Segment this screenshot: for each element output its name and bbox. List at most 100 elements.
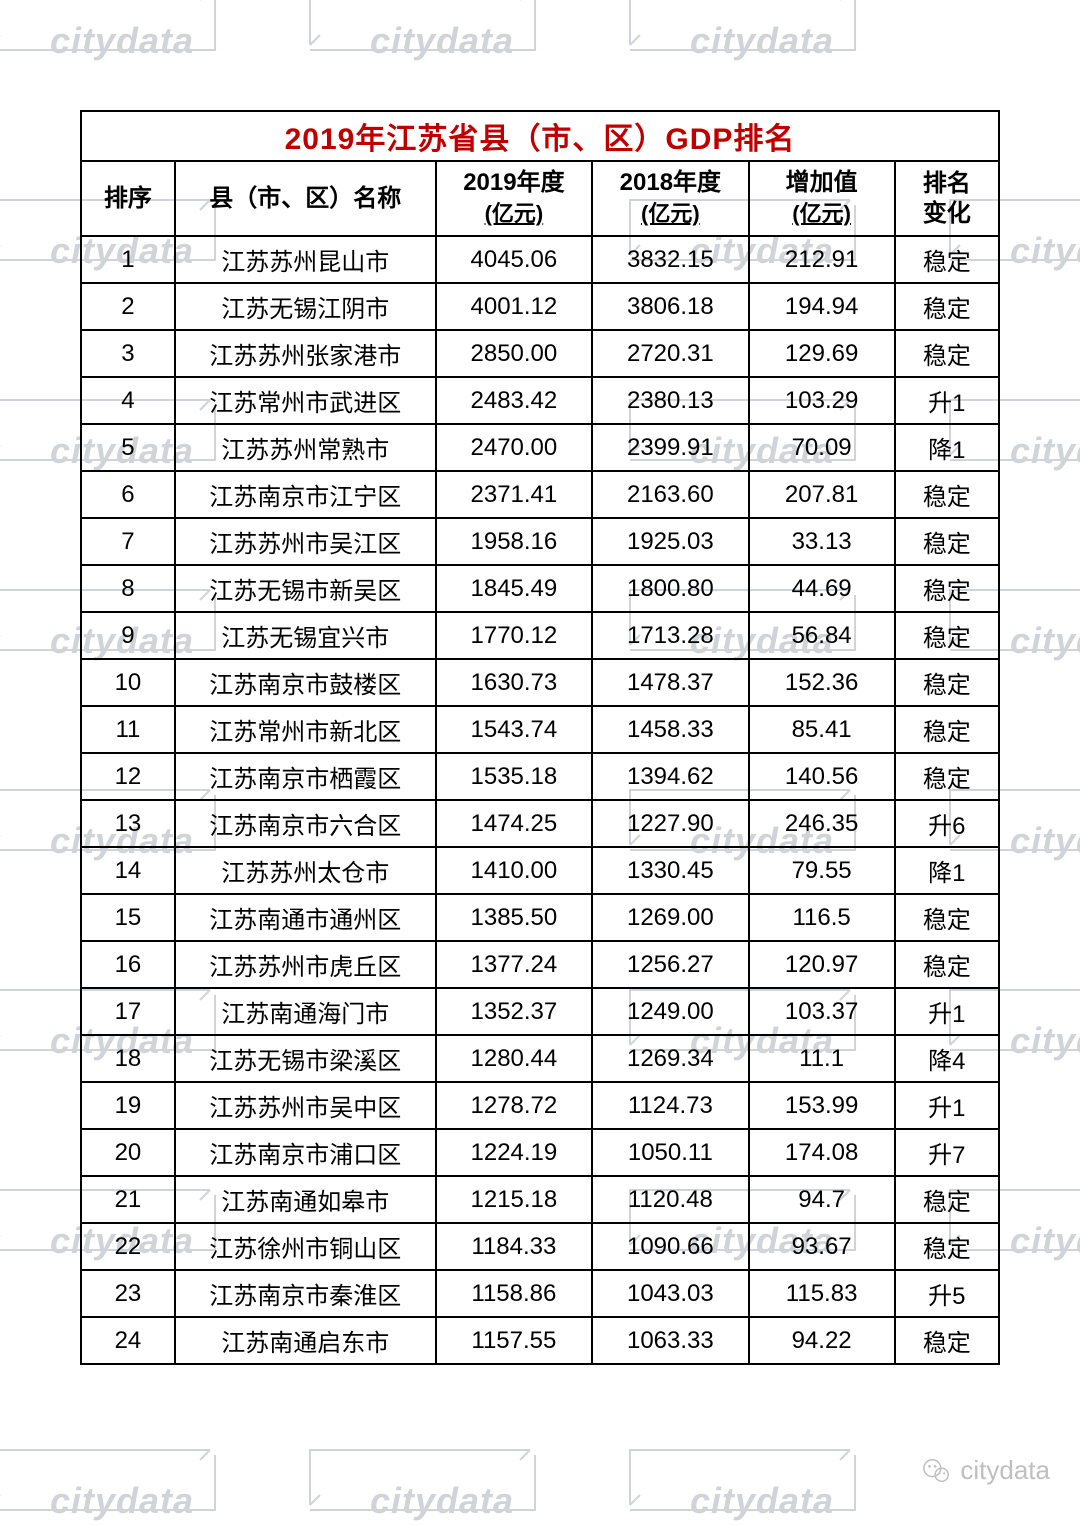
cell-y2019: 1474.25 bbox=[436, 800, 592, 847]
cell-inc: 11.1 bbox=[749, 1035, 895, 1082]
table-row: 11江苏常州市新北区1543.741458.3385.41稳定 bbox=[81, 706, 999, 753]
cell-change: 升6 bbox=[895, 800, 999, 847]
cell-y2019: 2371.41 bbox=[436, 471, 592, 518]
cell-y2018: 1124.73 bbox=[592, 1082, 748, 1129]
cell-y2019: 1184.33 bbox=[436, 1223, 592, 1270]
cell-y2019: 1352.37 bbox=[436, 988, 592, 1035]
cell-name: 江苏徐州市铜山区 bbox=[175, 1223, 436, 1270]
cell-y2019: 1280.44 bbox=[436, 1035, 592, 1082]
cell-y2019: 1377.24 bbox=[436, 941, 592, 988]
table-row: 4江苏常州市武进区2483.422380.13103.29升1 bbox=[81, 377, 999, 424]
cell-inc: 129.69 bbox=[749, 330, 895, 377]
cell-name: 江苏苏州太仓市 bbox=[175, 847, 436, 894]
wechat-icon bbox=[922, 1456, 952, 1486]
cell-name: 江苏南通市通州区 bbox=[175, 894, 436, 941]
cell-name: 江苏南京市鼓楼区 bbox=[175, 659, 436, 706]
cell-inc: 85.41 bbox=[749, 706, 895, 753]
watermark-text: citydata bbox=[50, 20, 194, 62]
table-row: 22江苏徐州市铜山区1184.331090.6693.67稳定 bbox=[81, 1223, 999, 1270]
cell-rank: 5 bbox=[81, 424, 175, 471]
gdp-table-container: 2019年江苏省县（市、区）GDP排名 排序县（市、区）名称2019年度(亿元)… bbox=[80, 110, 1000, 1365]
cell-name: 江苏南通海门市 bbox=[175, 988, 436, 1035]
cell-inc: 79.55 bbox=[749, 847, 895, 894]
table-row: 15江苏南通市通州区1385.501269.00116.5稳定 bbox=[81, 894, 999, 941]
cell-name: 江苏南京市江宁区 bbox=[175, 471, 436, 518]
cell-y2019: 4001.12 bbox=[436, 283, 592, 330]
cell-y2018: 1063.33 bbox=[592, 1317, 748, 1364]
cell-rank: 4 bbox=[81, 377, 175, 424]
cell-name: 江苏南京市栖霞区 bbox=[175, 753, 436, 800]
cell-name: 江苏无锡宜兴市 bbox=[175, 612, 436, 659]
cell-inc: 33.13 bbox=[749, 518, 895, 565]
table-row: 12江苏南京市栖霞区1535.181394.62140.56稳定 bbox=[81, 753, 999, 800]
cell-y2018: 1050.11 bbox=[592, 1129, 748, 1176]
cell-inc: 140.56 bbox=[749, 753, 895, 800]
cell-y2018: 1458.33 bbox=[592, 706, 748, 753]
cell-change: 稳定 bbox=[895, 659, 999, 706]
cell-y2019: 4045.06 bbox=[436, 236, 592, 283]
cell-change: 稳定 bbox=[895, 283, 999, 330]
cell-y2018: 2380.13 bbox=[592, 377, 748, 424]
col-header-name: 县（市、区）名称 bbox=[175, 161, 436, 236]
cell-inc: 153.99 bbox=[749, 1082, 895, 1129]
table-row: 9江苏无锡宜兴市1770.121713.2856.84稳定 bbox=[81, 612, 999, 659]
cell-y2018: 1269.00 bbox=[592, 894, 748, 941]
table-row: 17江苏南通海门市1352.371249.00103.37升1 bbox=[81, 988, 999, 1035]
table-row: 10江苏南京市鼓楼区1630.731478.37152.36稳定 bbox=[81, 659, 999, 706]
table-row: 19江苏苏州市吴中区1278.721124.73153.99升1 bbox=[81, 1082, 999, 1129]
table-row: 13江苏南京市六合区1474.251227.90246.35升6 bbox=[81, 800, 999, 847]
watermark-text: citydata bbox=[1010, 430, 1080, 472]
cell-y2018: 1394.62 bbox=[592, 753, 748, 800]
table-row: 20江苏南京市浦口区1224.191050.11174.08升7 bbox=[81, 1129, 999, 1176]
cell-inc: 56.84 bbox=[749, 612, 895, 659]
col-header-sub: 变化 bbox=[923, 200, 971, 227]
watermark-text: citydata bbox=[370, 1480, 514, 1522]
cell-y2018: 1227.90 bbox=[592, 800, 748, 847]
cell-y2019: 1630.73 bbox=[436, 659, 592, 706]
cell-change: 稳定 bbox=[895, 236, 999, 283]
cell-change: 升1 bbox=[895, 377, 999, 424]
cell-inc: 70.09 bbox=[749, 424, 895, 471]
watermark-text: citydata bbox=[1010, 1220, 1080, 1262]
cell-inc: 103.29 bbox=[749, 377, 895, 424]
cell-y2018: 2163.60 bbox=[592, 471, 748, 518]
col-header-change: 排名变化 bbox=[895, 161, 999, 236]
cell-name: 江苏南通启东市 bbox=[175, 1317, 436, 1364]
cell-rank: 1 bbox=[81, 236, 175, 283]
table-row: 2江苏无锡江阴市4001.123806.18194.94稳定 bbox=[81, 283, 999, 330]
watermark-text: citydata bbox=[690, 1480, 834, 1522]
cell-rank: 12 bbox=[81, 753, 175, 800]
cell-name: 江苏苏州市虎丘区 bbox=[175, 941, 436, 988]
cell-y2019: 1543.74 bbox=[436, 706, 592, 753]
table-row: 24江苏南通启东市1157.551063.3394.22稳定 bbox=[81, 1317, 999, 1364]
cell-y2019: 2470.00 bbox=[436, 424, 592, 471]
col-header-top: 2019年度 bbox=[463, 169, 564, 196]
cell-y2018: 1478.37 bbox=[592, 659, 748, 706]
cell-change: 稳定 bbox=[895, 565, 999, 612]
col-header-inc: 增加值(亿元) bbox=[749, 161, 895, 236]
cell-change: 降1 bbox=[895, 424, 999, 471]
cell-y2019: 1278.72 bbox=[436, 1082, 592, 1129]
cell-change: 稳定 bbox=[895, 706, 999, 753]
cell-inc: 93.67 bbox=[749, 1223, 895, 1270]
cell-y2019: 2850.00 bbox=[436, 330, 592, 377]
table-title: 2019年江苏省县（市、区）GDP排名 bbox=[81, 111, 999, 161]
cell-name: 江苏无锡市梁溪区 bbox=[175, 1035, 436, 1082]
cell-change: 稳定 bbox=[895, 1176, 999, 1223]
table-row: 7江苏苏州市吴江区1958.161925.0333.13稳定 bbox=[81, 518, 999, 565]
cell-rank: 18 bbox=[81, 1035, 175, 1082]
col-header-sub: (亿元) bbox=[485, 200, 544, 228]
cell-change: 升1 bbox=[895, 988, 999, 1035]
table-row: 3江苏苏州张家港市2850.002720.31129.69稳定 bbox=[81, 330, 999, 377]
col-header-top: 2018年度 bbox=[620, 169, 721, 196]
cell-y2018: 1925.03 bbox=[592, 518, 748, 565]
cell-rank: 23 bbox=[81, 1270, 175, 1317]
cell-rank: 20 bbox=[81, 1129, 175, 1176]
cell-rank: 16 bbox=[81, 941, 175, 988]
cell-change: 稳定 bbox=[895, 612, 999, 659]
cell-name: 江苏无锡市新吴区 bbox=[175, 565, 436, 612]
cell-y2019: 1845.49 bbox=[436, 565, 592, 612]
footer-credit: citydata bbox=[922, 1455, 1050, 1486]
cell-rank: 22 bbox=[81, 1223, 175, 1270]
cell-name: 江苏苏州昆山市 bbox=[175, 236, 436, 283]
